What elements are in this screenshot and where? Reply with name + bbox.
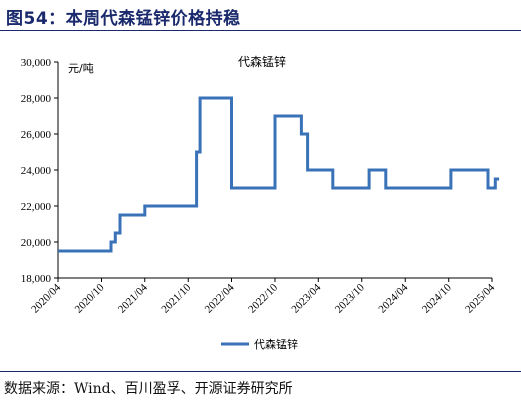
x-tick-label: 2024/04 [376, 281, 410, 315]
x-tick-label: 2023/04 [289, 281, 323, 315]
series-line-mancozeb [58, 96, 500, 253]
x-tick-label: 2021/04 [116, 281, 150, 315]
x-tick-label: 2021/10 [159, 281, 193, 315]
x-tick-label: 2022/04 [203, 281, 237, 315]
figure-title: 图54：本周代森锰锌价格持稳 [6, 9, 241, 29]
y-tick-label: 24,000 [21, 165, 52, 177]
price-chart: 18,000 20,000 22,000 24,000 26,000 28,000 30,0… [21, 54, 500, 351]
y-tick-label: 30,000 [21, 57, 52, 69]
x-axis-ticks: 2020/04 2020/10 2021/04 2021/10 2022/04 2022/… [29, 278, 497, 316]
x-tick-label: 2020/10 [73, 281, 107, 315]
source-note: 数据来源：Wind、百川盈孚、开源证券研究所 [4, 381, 293, 397]
unit-label: 元/吨 [68, 62, 94, 75]
x-tick-label: 2022/10 [246, 281, 280, 315]
legend-label: 代森锰锌 [254, 337, 298, 351]
y-tick-label: 20,000 [21, 237, 52, 249]
x-tick-label: 2020/04 [29, 281, 63, 315]
x-tick-label: 2024/10 [420, 281, 454, 315]
y-tick-label: 22,000 [21, 201, 52, 213]
title-rule [0, 30, 521, 31]
y-tick-label: 26,000 [21, 129, 52, 141]
y-axis-ticks: 18,000 20,000 22,000 24,000 26,000 28,000 30,0… [21, 57, 58, 285]
chart-legend: 代森锰锌 [221, 337, 298, 351]
chart-title: 代森锰锌 [238, 54, 286, 69]
y-tick-label: 18,000 [21, 273, 52, 285]
x-tick-label: 2023/10 [333, 281, 367, 315]
y-tick-label: 28,000 [21, 93, 52, 105]
source-rule [0, 371, 521, 372]
x-tick-label: 2025/04 [463, 281, 497, 315]
